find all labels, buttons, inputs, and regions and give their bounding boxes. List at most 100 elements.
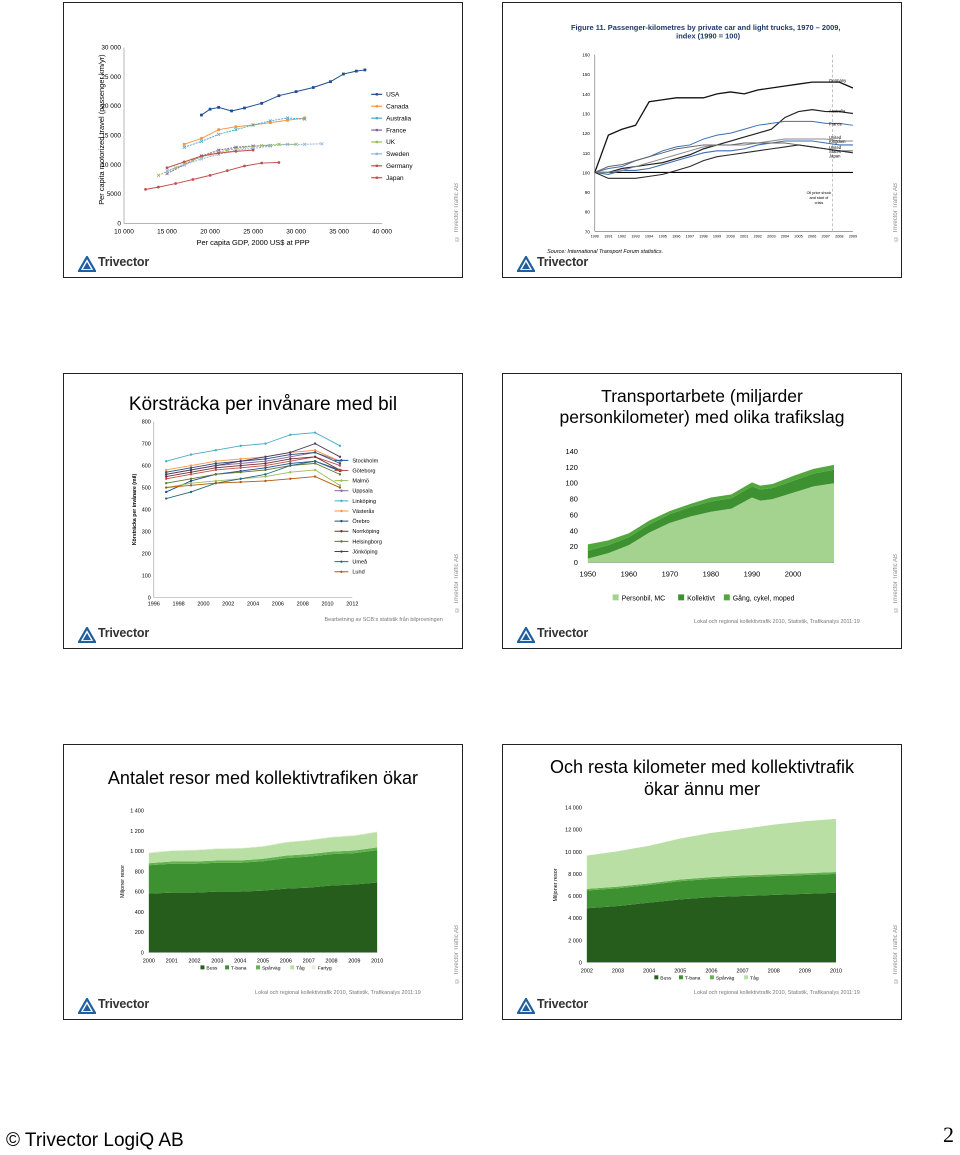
data-point <box>268 121 272 125</box>
series-line-jönköping <box>166 443 341 475</box>
x-tick-label: 2006 <box>705 968 717 974</box>
data-point <box>189 484 193 487</box>
x-tick-label: 2002 <box>188 958 200 964</box>
y-tick-label: 20 000 <box>101 103 121 110</box>
data-point <box>277 161 281 164</box>
data-point <box>144 188 147 191</box>
x-tick-label: 1993 <box>631 234 639 238</box>
data-point <box>239 466 242 469</box>
data-point <box>199 139 204 144</box>
series-line-norrköping <box>166 456 341 478</box>
y-tick-label: 300 <box>142 529 151 535</box>
slide-korstracka: Körsträcka per invånare med bil 0 100 200 3… <box>63 373 463 649</box>
legend-label: Örebro <box>352 518 369 525</box>
triangle-inner <box>83 1004 91 1011</box>
data-point <box>199 157 204 161</box>
y-tick-label: 80 <box>570 495 578 504</box>
legend-label: Linköping <box>352 499 376 505</box>
trivector-triangle-icon <box>516 254 536 273</box>
legend-swatch <box>744 975 749 980</box>
source-note: Lokal och regional kollektivtrafik 2010,… <box>694 990 860 996</box>
y-tick-label: 100 <box>565 479 577 488</box>
data-point <box>311 86 315 89</box>
series-end-label: United <box>829 145 842 150</box>
logo-text: Trivector <box>537 997 589 1011</box>
y-tick-label: 200 <box>135 930 144 936</box>
trivector-logo: Trivector <box>77 254 149 273</box>
data-point <box>191 178 195 181</box>
x-tick-label: 2005 <box>794 234 802 238</box>
x-tick-label: 1996 <box>672 234 680 238</box>
y-tick-label: 700 <box>142 442 151 448</box>
data-point <box>165 481 168 485</box>
legend-label: Göteborg <box>352 468 375 474</box>
x-tick-label: 10 000 <box>114 228 134 235</box>
y-tick-label: 6 000 <box>568 894 582 900</box>
data-point <box>214 464 218 467</box>
triangle-outline <box>77 254 97 273</box>
legend-label: UK <box>386 139 396 146</box>
data-point <box>277 94 281 98</box>
data-point <box>189 464 193 467</box>
x-tick-label: 15 000 <box>157 228 177 235</box>
legend-marker <box>340 499 343 503</box>
series-end-label: Japan <box>829 154 841 159</box>
data-point <box>289 477 292 480</box>
legend-swatch <box>678 975 683 980</box>
data-point <box>264 464 267 467</box>
y-tick-label: 80 <box>585 210 590 215</box>
x-tick-label: 2009 <box>348 958 360 964</box>
x-tick-label: 2000 <box>726 234 734 238</box>
x-tick-label: 2003 <box>767 234 775 238</box>
data-point <box>289 457 292 461</box>
x-tick-label: 2005 <box>257 958 269 964</box>
data-point <box>354 69 358 73</box>
trivector-triangle-icon <box>77 625 97 644</box>
y-tick-label: 160 <box>582 53 590 58</box>
area-spårväg <box>586 872 837 891</box>
data-point <box>313 449 317 452</box>
x-tick-label: 2003 <box>612 968 624 974</box>
area-tåg <box>148 832 378 864</box>
data-point <box>165 459 168 463</box>
data-point <box>313 431 317 434</box>
y-tick-label: 800 <box>135 869 144 875</box>
legend-marker <box>375 176 379 179</box>
x-tick-label: 2002 <box>222 601 234 607</box>
legend-marker <box>375 93 379 96</box>
legend-label: Jönköping <box>352 549 377 555</box>
x-tick-label: 1992 <box>618 234 626 238</box>
data-point <box>239 459 242 463</box>
series-line-united-kingdom <box>594 140 853 175</box>
data-point <box>234 127 238 132</box>
legend-label: Tåg <box>750 974 759 981</box>
y-axis-label: Miljoner resor <box>120 865 126 898</box>
legend-background <box>367 86 417 186</box>
y-tick-label: 0 <box>148 595 151 601</box>
legend-label: T-bana <box>685 975 701 981</box>
y-tick-label: 30 000 <box>101 45 121 52</box>
x-tick-label: 2002 <box>581 968 593 974</box>
data-point <box>289 451 292 454</box>
data-point <box>234 125 238 129</box>
area-tåg <box>586 818 837 889</box>
legend-label: USA <box>386 92 400 99</box>
x-tick-label: 30 000 <box>286 228 306 235</box>
y-tick-label: 25 000 <box>101 74 121 81</box>
data-point <box>189 466 193 469</box>
data-point <box>260 101 264 105</box>
data-point <box>217 106 221 109</box>
area-personbil-mc <box>587 483 835 563</box>
data-point <box>214 459 218 463</box>
data-point <box>165 166 169 170</box>
series-line-linköping <box>166 432 341 462</box>
series-end-label: France <box>829 121 843 126</box>
x-tick-label: 2010 <box>321 601 333 607</box>
y-tick-label: 600 <box>142 464 151 470</box>
data-point <box>165 168 169 173</box>
data-point <box>289 464 292 467</box>
legend-label: Kollektivt <box>687 595 715 602</box>
legend-label: Sweden <box>386 151 410 158</box>
transportarbete-chart: 0 20 40 60 80 100 120 140 1950 1960 1970 1980 1990 20… <box>565 447 859 625</box>
legend-label: Gång, cykel, moped <box>733 594 795 602</box>
